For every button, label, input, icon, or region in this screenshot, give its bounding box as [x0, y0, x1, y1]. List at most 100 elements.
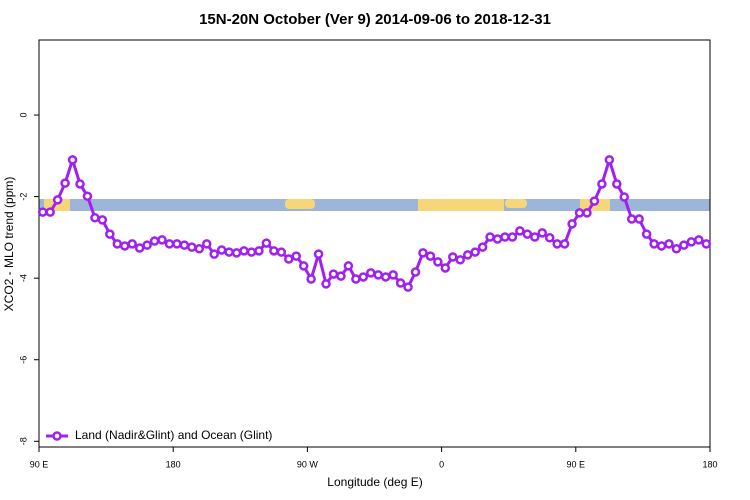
data-point [261, 238, 272, 248]
data-point [612, 179, 622, 189]
data-point [313, 249, 324, 259]
data-point [626, 214, 637, 224]
data-point [634, 214, 644, 224]
data-point [679, 240, 689, 250]
y-tick-label: -2 [18, 193, 28, 201]
data-point [127, 239, 137, 249]
x-tick-label: 0 [439, 459, 444, 469]
data-point [224, 247, 234, 257]
data-point [440, 263, 451, 273]
data-point [254, 246, 264, 256]
data-point [604, 155, 615, 165]
data-point [321, 279, 331, 289]
data-point [470, 247, 480, 257]
data-point [52, 195, 63, 205]
map-strip [39, 199, 710, 211]
data-point [410, 267, 421, 277]
data-point [306, 274, 316, 284]
x-tick-label: 180 [166, 459, 181, 469]
data-point [291, 251, 301, 261]
data-point [351, 274, 361, 284]
data-point [530, 232, 540, 242]
data-point [37, 207, 48, 217]
chart-title: 15N-20N October (Ver 9) 2014-09-06 to 20… [199, 11, 551, 28]
data-point [418, 248, 428, 258]
data-point [619, 192, 630, 202]
data-point [567, 219, 577, 229]
data-point [425, 251, 436, 261]
data-point [477, 242, 488, 252]
data-point [45, 207, 55, 217]
data-point [492, 234, 503, 244]
data-point [164, 239, 175, 249]
data-point [209, 249, 219, 259]
y-tick-label: 0 [18, 113, 28, 118]
data-point [671, 244, 682, 254]
data-point [686, 237, 697, 247]
data-point [298, 261, 309, 271]
data-point [395, 278, 406, 288]
data-point [97, 215, 108, 225]
data-point [343, 261, 354, 271]
data-point [157, 235, 167, 245]
data-point [358, 272, 369, 282]
data-point [75, 179, 85, 189]
y-tick-label: -6 [18, 356, 28, 364]
data-point [448, 252, 458, 262]
data-point [694, 235, 704, 245]
data-point [179, 240, 190, 250]
data-point [112, 239, 123, 249]
data-point [119, 241, 130, 251]
data-point [239, 246, 249, 256]
data-point [403, 282, 413, 292]
y-axis-label: XCO2 - MLO trend (ppm) [2, 177, 16, 312]
y-tick-label: -8 [18, 437, 28, 445]
data-point [485, 232, 495, 242]
data-point [433, 257, 443, 267]
legend-marker [52, 431, 62, 441]
data-point [336, 271, 346, 281]
data-point [559, 239, 570, 249]
data-point [373, 270, 383, 280]
data-point [328, 269, 339, 279]
data-point [574, 208, 585, 218]
data-point [500, 232, 510, 242]
data-point [276, 247, 287, 257]
data-point [149, 236, 160, 246]
legend-label: Land (Nadir&Glint) and Ocean (Glint) [75, 428, 272, 442]
data-point [82, 191, 93, 201]
data-point [701, 239, 712, 249]
x-tick-label: 90 E [30, 459, 49, 469]
data-point [284, 254, 294, 264]
data-point [269, 246, 279, 256]
data-point [105, 229, 115, 239]
data-point [231, 248, 242, 258]
data-point [202, 239, 212, 249]
series-line [42, 154, 707, 290]
x-tick-label: 180 [702, 459, 717, 469]
data-point [388, 270, 398, 280]
x-tick-label: 90 W [297, 459, 319, 469]
data-point [187, 242, 197, 252]
data-point [366, 268, 376, 278]
data-point [172, 239, 182, 249]
data-point [664, 239, 674, 249]
x-axis-label: Longitude (deg E) [327, 475, 422, 489]
data-point [90, 213, 100, 223]
data-point [246, 247, 257, 257]
y-tick-label: -4 [18, 274, 28, 282]
data-point [142, 240, 152, 250]
x-tick-label: 90 E [567, 459, 586, 469]
data-point [544, 233, 555, 243]
data-point [597, 179, 607, 189]
data-point [582, 208, 592, 218]
data-point [380, 272, 391, 282]
data-point [537, 228, 547, 238]
data-point [134, 243, 145, 253]
data-point [589, 196, 600, 206]
data-point [455, 255, 465, 265]
data-point [515, 226, 525, 236]
data-point [507, 232, 518, 242]
data-point [60, 178, 70, 188]
